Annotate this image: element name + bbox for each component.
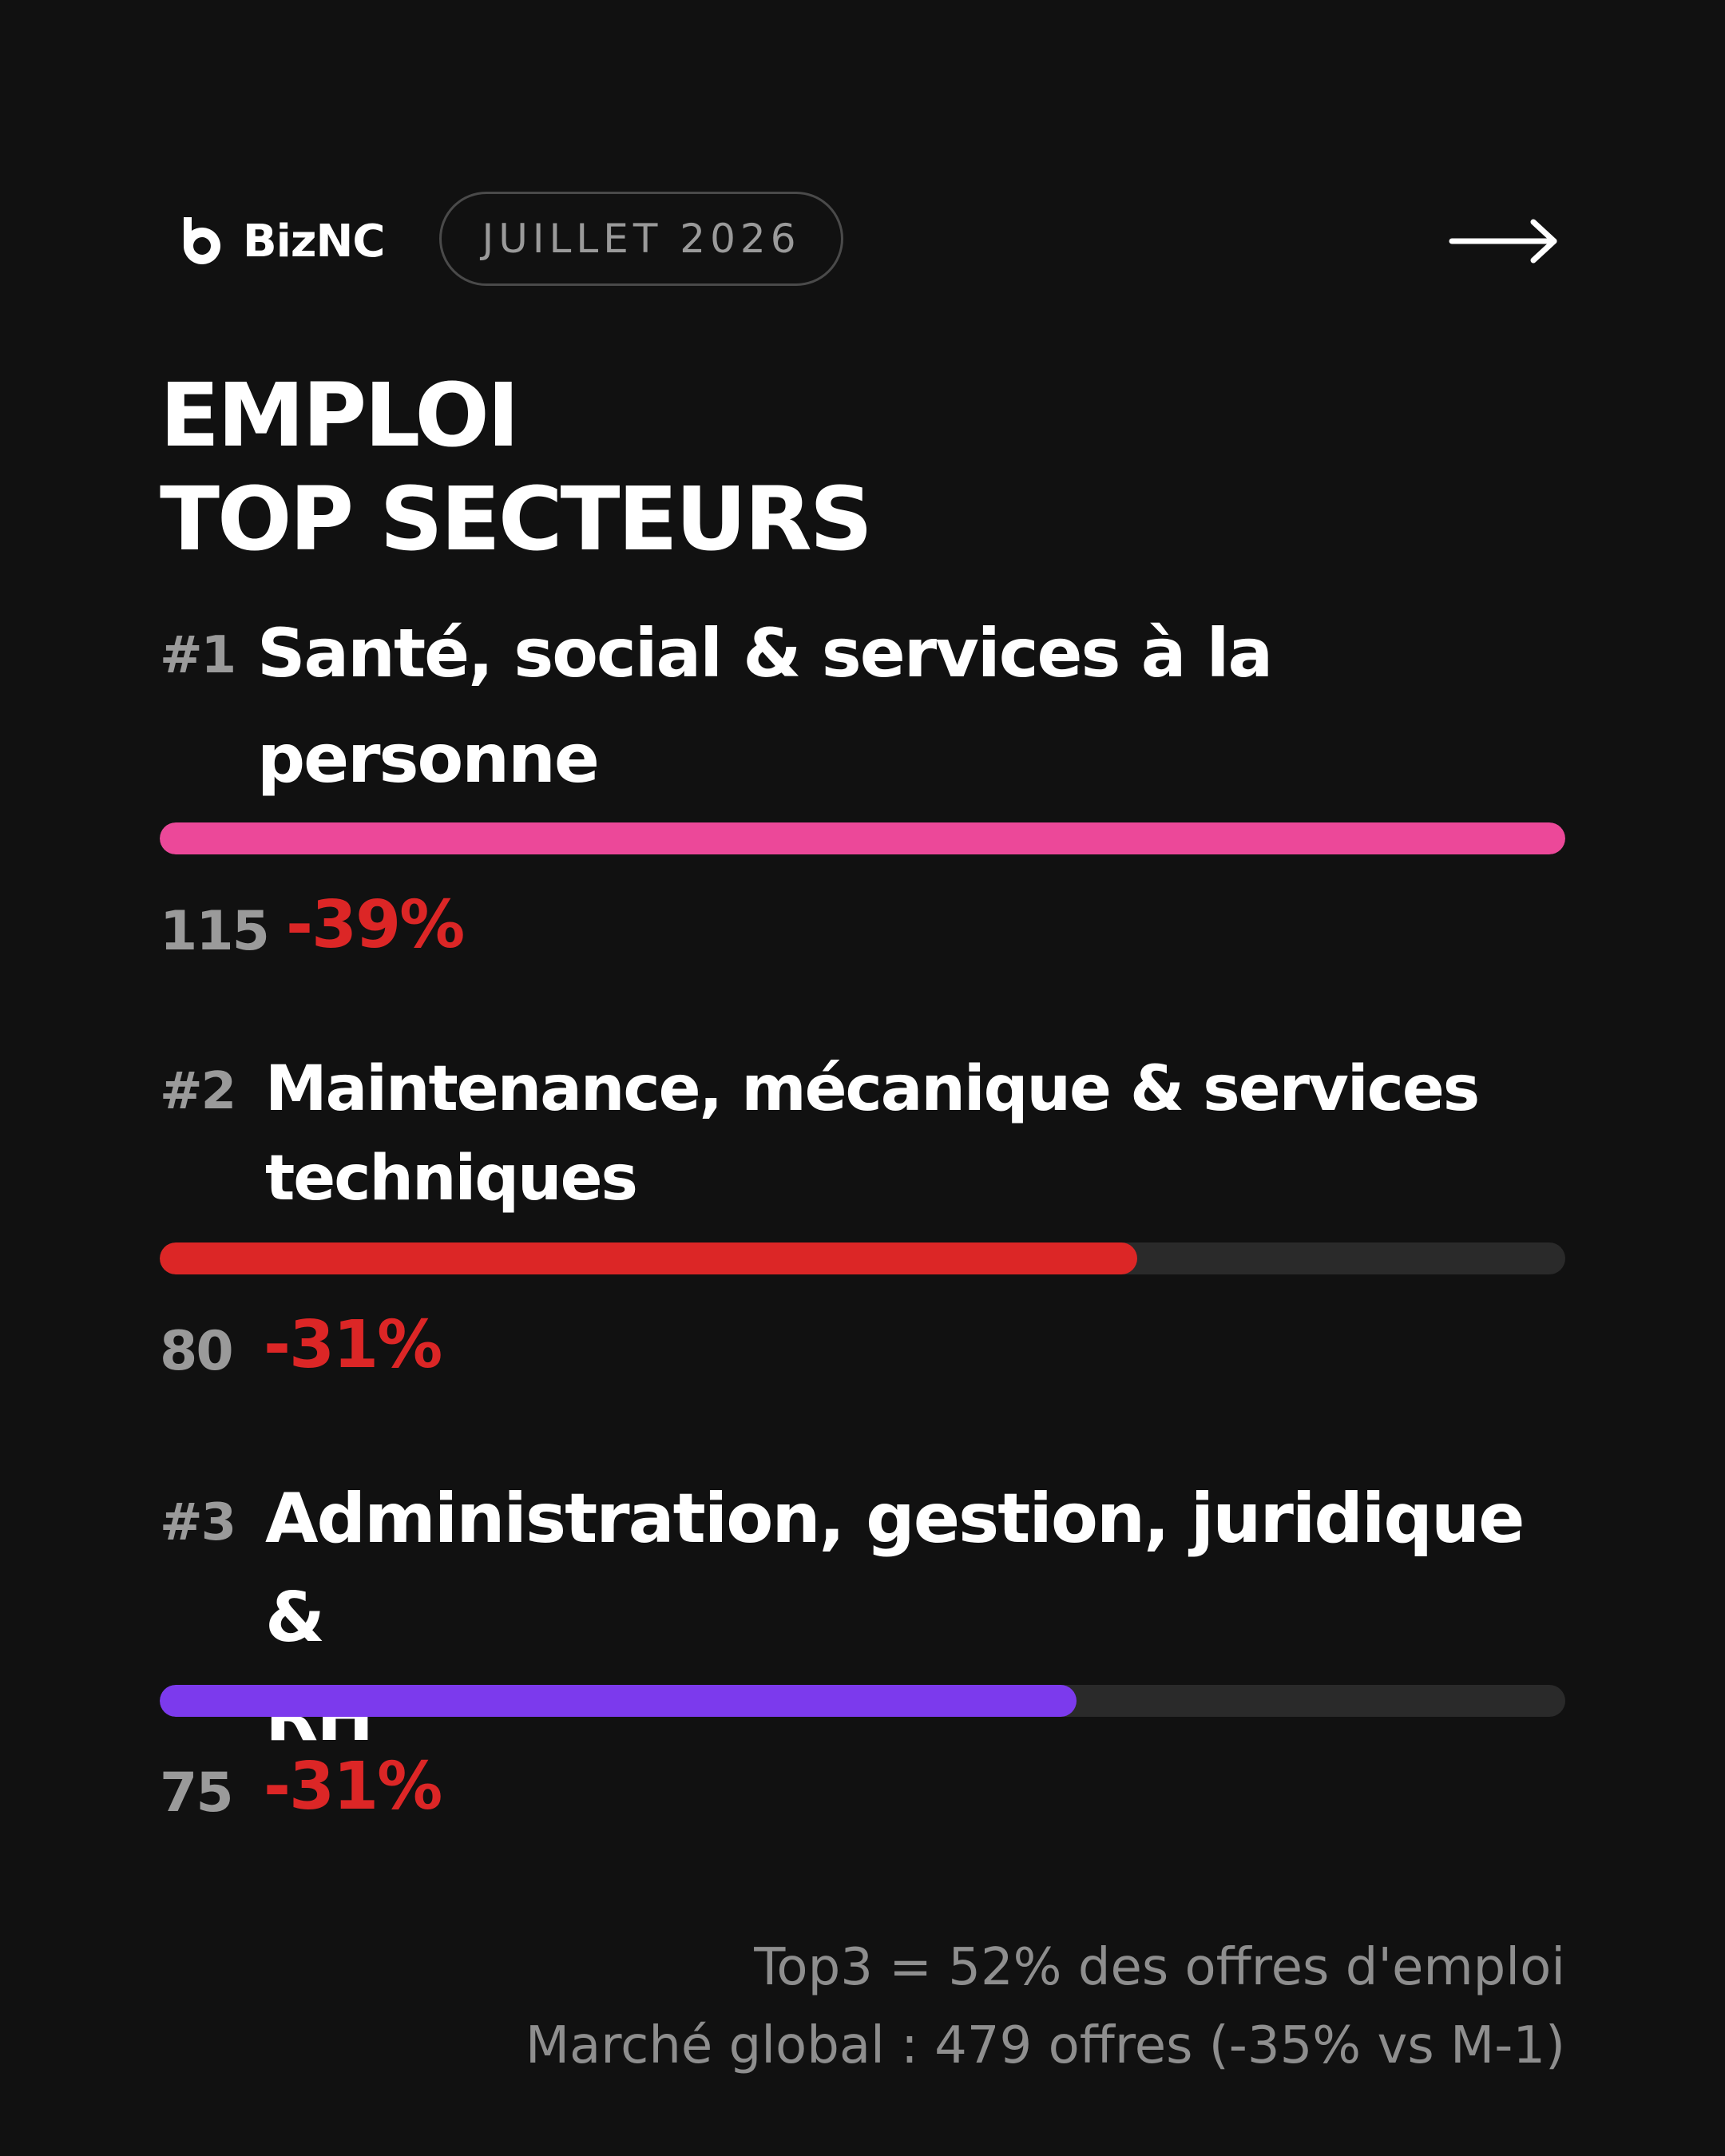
title-line-1: EMPLOI [160, 364, 520, 466]
sector-item-2: #2 Maintenance, mécanique & services tec… [160, 1044, 1565, 1396]
biznc-logo-icon [184, 217, 220, 264]
sector-stats: 75 -31% [160, 1746, 1565, 1825]
offer-count: 115 [160, 900, 270, 963]
bar-track [160, 1242, 1565, 1274]
date-badge: JUILLET 2026 [439, 192, 843, 286]
sector-rank: #3 [160, 1493, 236, 1552]
footer-line-2: Marché global : 479 offres (-35% vs M-1) [525, 2016, 1565, 2075]
title-line-2: TOP SECTEURS [160, 468, 873, 570]
footer-line-1: Top3 = 52% des offres d'emploi [754, 1938, 1565, 1997]
sector-name-line-2: techniques [265, 1143, 638, 1215]
arrow-right-icon[interactable] [1449, 217, 1560, 265]
offer-count: 80 [160, 1320, 234, 1383]
summary-footer: Top3 = 52% des offres d'emploi Marché gl… [160, 1928, 1565, 2085]
brand-name: BizNC [243, 216, 385, 268]
change-percent: -31% [264, 1749, 442, 1825]
sector-name: Santé, social & services à la personne [257, 600, 1535, 811]
bar-track [160, 822, 1565, 854]
sector-stats: 80 -31% [160, 1304, 1565, 1384]
sector-name: Administration, gestion, juridique & RH [265, 1469, 1575, 1766]
sector-name: Maintenance, mécanique & services techni… [265, 1044, 1543, 1223]
sector-item-1: #1 Santé, social & services à la personn… [160, 600, 1565, 976]
offer-count: 75 [160, 1762, 234, 1825]
page-title: EMPLOI TOP SECTEURS [160, 363, 1565, 571]
bar-fill [160, 1685, 1077, 1717]
sector-name-line-1: Administration, gestion, juridique & [265, 1479, 1525, 1658]
change-percent: -31% [264, 1307, 442, 1383]
sector-rank: #2 [160, 1062, 236, 1121]
sector-name-line-1: Maintenance, mécanique & services [265, 1053, 1480, 1125]
bar-track [160, 1685, 1565, 1717]
change-percent: -39% [286, 887, 465, 963]
sector-name-line-1: Santé, social & services à la [257, 614, 1273, 692]
sector-rank: #1 [160, 626, 236, 685]
sector-name-line-2: personne [257, 719, 600, 798]
sector-item-3: #3 Administration, gestion, juridique & … [160, 1469, 1565, 1837]
bar-fill [160, 822, 1565, 854]
header: BizNC JUILLET 2026 [160, 192, 1565, 289]
bar-fill [160, 1242, 1138, 1274]
sector-stats: 115 -39% [160, 884, 1565, 964]
